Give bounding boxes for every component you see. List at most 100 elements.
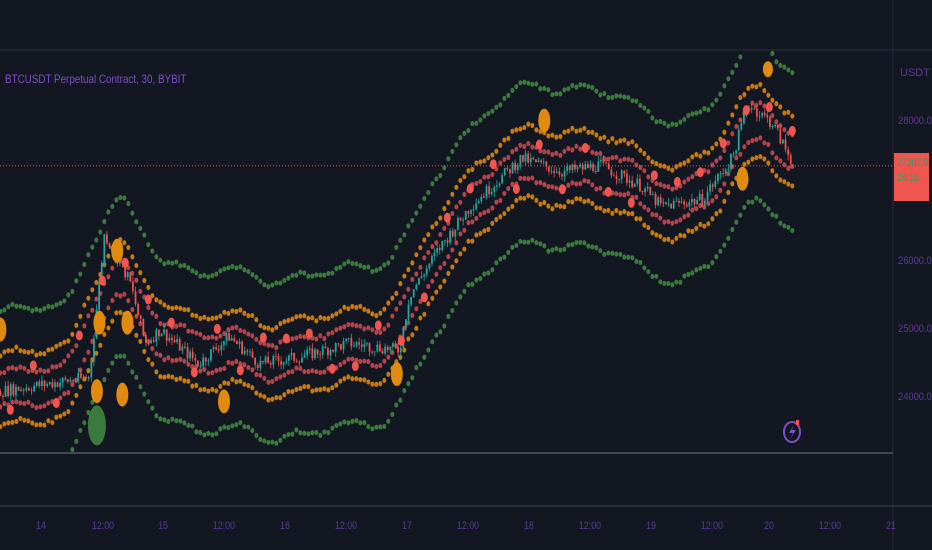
band-dot	[2, 400, 7, 407]
band-dot	[466, 282, 471, 288]
band-dot	[506, 206, 511, 212]
band-dot	[502, 137, 507, 143]
band-dot	[302, 270, 307, 276]
candle-body	[384, 346, 387, 354]
band-dot	[466, 238, 471, 244]
band-dot	[654, 160, 659, 167]
lightning-icon[interactable]	[782, 418, 804, 444]
band-dot	[706, 150, 711, 156]
band-dot	[198, 273, 203, 279]
band-dot	[270, 439, 275, 445]
band-dot	[482, 271, 487, 277]
band-dot	[618, 191, 623, 198]
candle-body	[397, 346, 400, 353]
band-dot	[382, 423, 387, 430]
band-dot	[382, 262, 387, 268]
candle-body	[602, 159, 605, 163]
candle-body	[342, 341, 345, 350]
band-dot	[386, 418, 391, 424]
band-dot	[430, 295, 435, 301]
symbol-title[interactable]: BTCUSDT Perpetual Contract, 30, BYBIT	[5, 72, 187, 86]
band-dot	[322, 335, 327, 342]
band-dot	[690, 154, 695, 160]
band-dot	[198, 315, 203, 322]
candle-body	[0, 391, 2, 396]
band-dot	[722, 129, 727, 135]
candle-body	[711, 184, 714, 187]
band-dot	[530, 237, 535, 243]
band-dot	[546, 149, 551, 155]
band-dot	[658, 181, 663, 188]
band-dot	[318, 333, 323, 339]
band-dot	[518, 175, 523, 181]
band-dot	[282, 372, 287, 378]
band-dot	[622, 254, 627, 260]
band-dot	[414, 252, 419, 258]
band-dot	[194, 382, 199, 388]
band-dot	[214, 431, 219, 437]
band-dot	[482, 158, 487, 164]
band-dot	[130, 254, 135, 260]
band-dot	[234, 324, 239, 330]
candle-body	[399, 347, 402, 353]
candle-body	[610, 169, 613, 176]
band-dot	[266, 397, 271, 403]
time-label: 21	[886, 520, 896, 532]
band-dot	[682, 233, 687, 239]
signal-dot-red	[466, 183, 474, 194]
band-dot	[106, 274, 111, 280]
candle-body	[202, 357, 205, 366]
band-dot	[0, 308, 3, 315]
candle-body	[61, 378, 64, 383]
candle-body	[649, 186, 652, 195]
band-dot	[110, 297, 115, 303]
candle-body	[639, 178, 641, 192]
band-dot	[434, 271, 439, 277]
candle-body	[670, 203, 673, 209]
band-dot	[106, 209, 111, 215]
band-dot	[698, 265, 703, 271]
candle-body	[776, 124, 779, 129]
candle-body	[407, 304, 410, 320]
candle-body	[753, 108, 756, 110]
band-dot	[514, 242, 519, 249]
band-dot	[294, 335, 299, 341]
candle-body	[774, 124, 777, 127]
band-dot	[86, 295, 91, 301]
band-dot	[250, 271, 255, 278]
band-dot	[530, 175, 535, 181]
band-dot	[238, 378, 243, 384]
band-dot	[430, 224, 435, 230]
band-dot	[746, 199, 751, 205]
band-dot	[702, 105, 707, 112]
band-dot	[358, 323, 363, 329]
candle-body	[142, 319, 145, 336]
band-dot	[502, 190, 507, 197]
band-dot	[542, 85, 547, 92]
band-dot	[638, 259, 643, 266]
band-dot	[298, 365, 303, 372]
band-dot	[302, 383, 307, 390]
band-dot	[38, 404, 43, 410]
candle-body	[732, 153, 735, 155]
candle-body	[782, 139, 784, 144]
band-dot	[510, 203, 515, 210]
band-dot	[322, 315, 327, 322]
signal-markers	[0, 61, 796, 446]
band-dot	[530, 144, 535, 150]
band-dot	[158, 352, 163, 358]
band-dot	[382, 377, 387, 384]
band-dot	[206, 316, 211, 322]
band-dot	[30, 420, 35, 426]
band-dot	[770, 150, 775, 156]
band-dot	[218, 268, 223, 274]
band-dot	[266, 284, 271, 290]
band-dot	[414, 271, 419, 277]
band-dot	[326, 387, 331, 393]
band-dot	[738, 212, 743, 218]
band-dot	[162, 302, 167, 308]
candle-body	[542, 161, 545, 163]
band-dot	[262, 375, 267, 381]
band-dot	[358, 420, 363, 426]
